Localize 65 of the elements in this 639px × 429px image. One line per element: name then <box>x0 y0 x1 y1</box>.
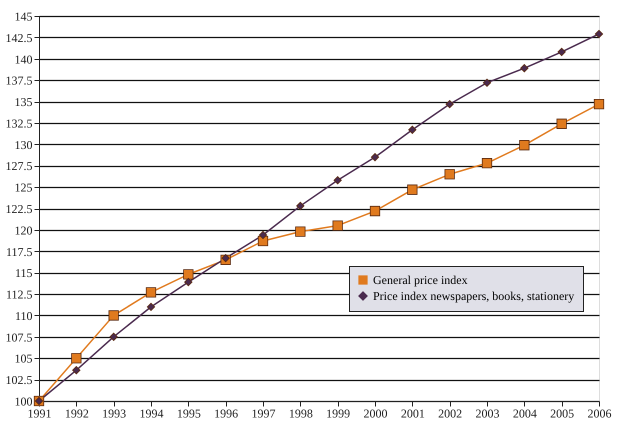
x-tick-label: 2004 <box>512 406 537 420</box>
point <box>295 226 306 237</box>
x-tick-label: 1998 <box>288 406 313 420</box>
x-tick-label: 1994 <box>140 406 164 420</box>
y-tick-label: 117.5 <box>6 244 32 259</box>
y-tick-label: 132.5 <box>6 116 32 130</box>
y-tick-label: 102.5 <box>6 373 32 388</box>
y-tick-label: 110 <box>14 308 32 323</box>
point <box>110 332 118 341</box>
point <box>184 278 192 286</box>
point <box>408 126 416 134</box>
x-tick-label: 1997 <box>252 406 276 420</box>
point <box>519 140 530 150</box>
y-tick-label: 122.5 <box>6 202 32 216</box>
y-tick-label: 145 <box>14 10 32 24</box>
point <box>520 64 528 72</box>
y-tick-label: 127.5 <box>6 159 32 174</box>
point <box>108 310 119 321</box>
point <box>296 202 304 210</box>
y-tick-label: 100 <box>14 394 32 408</box>
x-tick-label: 2000 <box>364 406 388 420</box>
x-tick-label: 1993 <box>102 406 126 420</box>
y-tick-label: 112.5 <box>6 288 32 302</box>
y-tick-label: 135 <box>14 95 32 110</box>
y-tick-label: 115 <box>14 266 32 280</box>
x-tick-label: 2002 <box>438 406 462 420</box>
point <box>558 48 566 56</box>
point <box>556 118 567 129</box>
x-tick-label: 2001 <box>400 406 425 420</box>
point <box>258 230 268 240</box>
y-tick-label: 142.5 <box>6 30 32 45</box>
point <box>146 287 156 298</box>
point <box>183 269 194 280</box>
point <box>444 169 455 180</box>
legend-label: Price index newspapers, books, stationery <box>373 289 574 303</box>
x-tick-label: 1991 <box>28 406 52 420</box>
y-tick-label: 125 <box>14 180 32 195</box>
point <box>482 158 492 168</box>
x-tick-label: 1999 <box>326 406 350 420</box>
point <box>594 98 604 110</box>
point <box>146 302 156 311</box>
x-tick-label: 1996 <box>214 406 238 420</box>
y-tick-label: 120 <box>14 223 32 238</box>
point <box>407 184 418 195</box>
point <box>72 366 80 374</box>
x-tick-label: 2005 <box>550 406 574 420</box>
point <box>370 153 380 162</box>
y-tick-label: 107.5 <box>6 330 32 344</box>
y-tick-label: 130 <box>14 138 32 152</box>
point <box>370 206 380 216</box>
y-tick-label: 137.5 <box>6 74 32 88</box>
point <box>334 176 342 184</box>
point <box>594 30 604 38</box>
x-tick-label: 1992 <box>64 406 89 420</box>
y-tick-label: 105 <box>14 352 32 366</box>
x-tick-label: 2003 <box>476 406 500 420</box>
point <box>332 220 343 231</box>
point <box>222 254 230 262</box>
x-tick-label: 1995 <box>176 406 201 420</box>
point <box>71 353 82 364</box>
legend-label: General price index <box>373 273 468 287</box>
y-tick-label: 140 <box>14 52 32 66</box>
x-tick-label: 2006 <box>588 406 612 420</box>
point <box>446 100 454 108</box>
point <box>482 78 492 87</box>
